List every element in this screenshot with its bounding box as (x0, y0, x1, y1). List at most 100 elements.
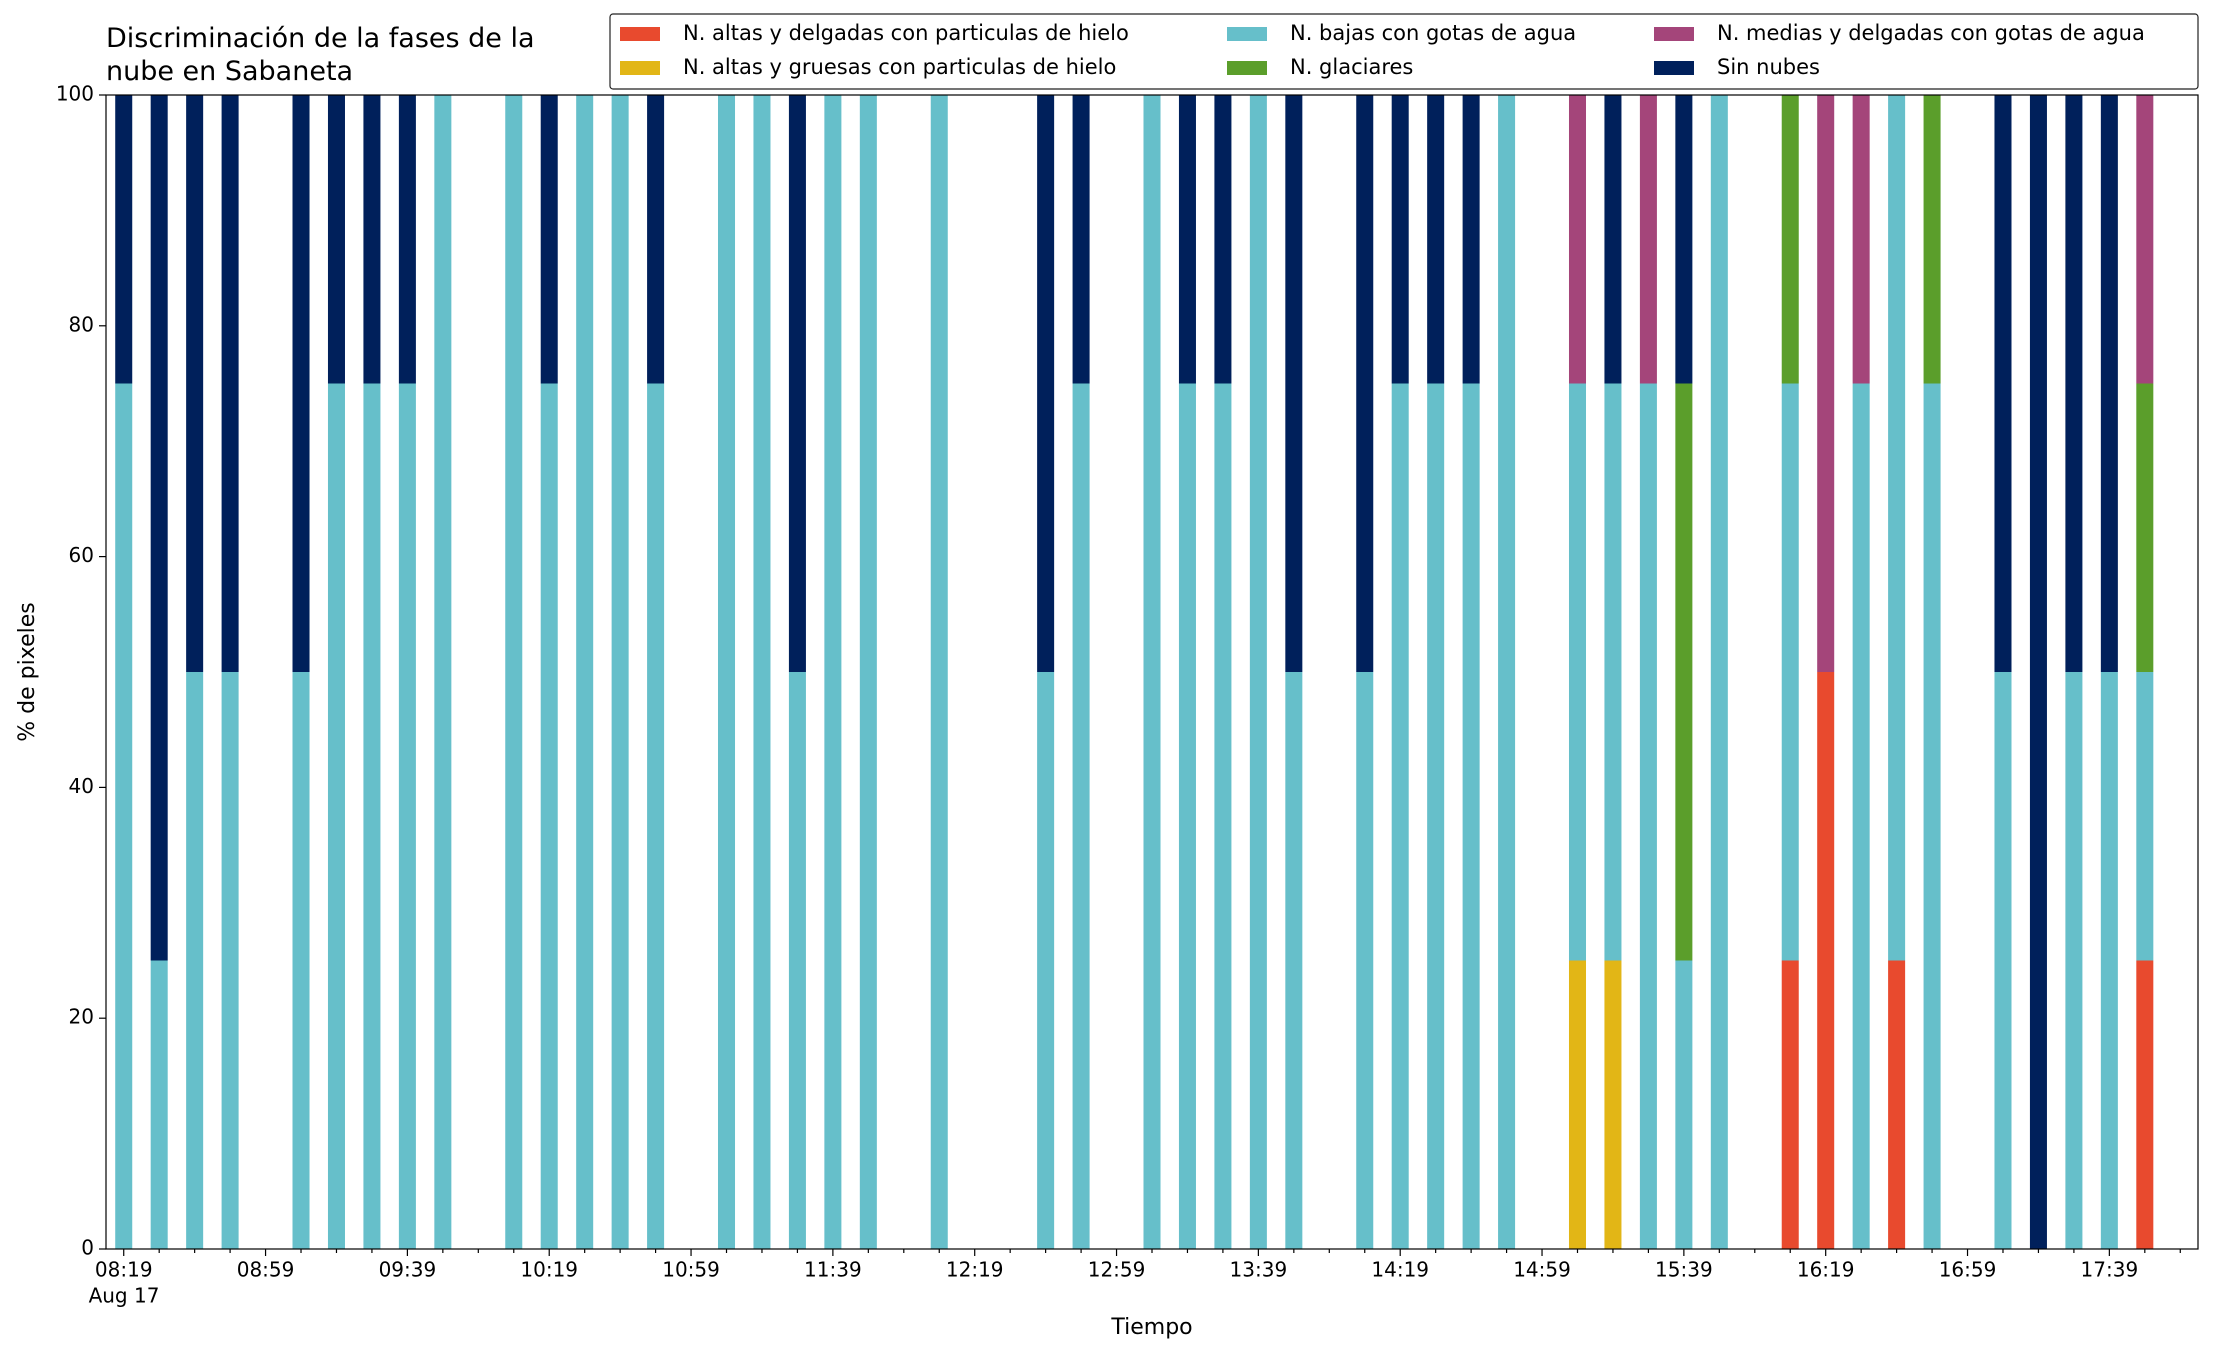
x-tick-label: 16:59 (1939, 1258, 1997, 1282)
bar-segment (1391, 95, 1409, 384)
bar-segment (1639, 95, 1657, 384)
bar-segment (1923, 95, 1941, 384)
bar-segment (1568, 383, 1587, 961)
bar-segment (2136, 672, 2154, 961)
bar-segment (434, 95, 452, 1249)
bar-segment (2136, 95, 2154, 384)
bar-segment (1568, 95, 1587, 384)
bar-segment (150, 960, 168, 1249)
bar-segment (753, 95, 771, 1249)
bar-segment (1285, 95, 1303, 672)
bar-segment (221, 95, 239, 672)
bar-segment (327, 95, 345, 384)
bar-segment (221, 672, 239, 1249)
x-tick-label: 12:59 (1088, 1258, 1146, 1282)
bar-segment (1781, 960, 1799, 1249)
bar-segment (1498, 95, 1516, 1249)
bar-segment (1143, 95, 1161, 1249)
bar-segment (1923, 383, 1941, 1249)
bar-segment (930, 95, 948, 1249)
x-tick-label: 08:59 (237, 1258, 295, 1282)
bar-segment (1710, 95, 1728, 1249)
legend-label: N. glaciares (1290, 55, 1413, 79)
x-tick-label: 10:19 (520, 1258, 578, 1282)
bar-segment (115, 383, 133, 1249)
bar-segment (363, 95, 381, 384)
plot-frame (105, 94, 2199, 1250)
legend-swatch (1227, 27, 1267, 41)
bar-segment (1391, 383, 1409, 1249)
bar-segment (1639, 383, 1657, 1249)
legend-swatch (620, 61, 660, 75)
bar-segment (1675, 960, 1693, 1249)
y-tick-label: 40 (69, 774, 94, 798)
bar-segment (540, 383, 558, 1249)
bar-segment (115, 95, 133, 384)
x-sub-label: Aug 17 (89, 1284, 160, 1308)
bar-segment (292, 95, 310, 672)
y-tick-label: 60 (69, 543, 94, 567)
bar-segment (186, 672, 204, 1249)
bar-segment (1072, 95, 1090, 384)
bar-segment (540, 95, 558, 384)
bar-segment (292, 672, 310, 1249)
bar-segment (1888, 95, 1906, 961)
bar-segment (2065, 672, 2083, 1249)
bar-segment (150, 95, 168, 961)
bar-segment (647, 95, 665, 384)
bar-segment (1568, 960, 1587, 1249)
y-tick-label: 80 (69, 312, 94, 336)
x-tick-label: 13:39 (1230, 1258, 1288, 1282)
bar-segment (1781, 95, 1799, 384)
bar-segment (186, 95, 204, 672)
bar-segment (505, 95, 523, 1249)
bar-segment (398, 95, 416, 384)
x-tick-label: 14:59 (1513, 1258, 1571, 1282)
bar-segment (611, 95, 629, 1249)
legend-swatch (1654, 61, 1694, 75)
x-tick-label: 14:19 (1371, 1258, 1429, 1282)
bar-segment (363, 383, 381, 1249)
bar-segment (1178, 383, 1196, 1249)
bar-segment (824, 95, 842, 1249)
bar-segment (327, 383, 345, 1249)
bar-segment (1037, 672, 1055, 1249)
legend-swatch (1654, 27, 1694, 41)
bar-segment (2136, 383, 2154, 672)
x-axis-label: Tiempo (1110, 1315, 1192, 1340)
legend-label: N. altas y delgadas con particulas de hi… (683, 21, 1129, 45)
bar-segment (647, 383, 665, 1249)
bar-segment (1675, 383, 1693, 961)
bar-segment (1852, 95, 1870, 384)
bar-segment (1462, 95, 1480, 384)
bar-segment (859, 95, 877, 1249)
bar-segment (1037, 95, 1055, 672)
bar-segment (1888, 960, 1906, 1249)
bar-segment (717, 95, 736, 1249)
legend-label: Sin nubes (1717, 55, 1820, 79)
x-tick-label: 17:39 (2081, 1258, 2139, 1282)
x-tick-label: 11:39 (804, 1258, 862, 1282)
legend-swatch (620, 27, 660, 41)
bar-segment (1356, 95, 1374, 672)
legend-swatch (1227, 61, 1267, 75)
x-tick-label: 09:39 (379, 1258, 437, 1282)
bar-segment (1427, 95, 1445, 384)
bar-segment (1604, 960, 1622, 1249)
bar-segment (1072, 383, 1090, 1249)
chart-title: Discriminación de la fases de la nube en… (106, 23, 535, 87)
bar-segment (1994, 95, 2012, 672)
legend-label: N. bajas con gotas de agua (1290, 21, 1576, 45)
legend-frame (609, 13, 2199, 90)
x-tick-label: 08:19 (95, 1258, 153, 1282)
bar-segment (1604, 95, 1622, 384)
y-tick-label: 100 (56, 82, 94, 106)
legend: N. altas y delgadas con particulas de hi… (609, 13, 2199, 90)
y-tick-label: 0 (81, 1236, 94, 1260)
bar-segment (1214, 383, 1232, 1249)
legend-label: N. medias y delgadas con gotas de agua (1717, 21, 2145, 45)
bar-segment (1462, 383, 1480, 1249)
bar-segment (1285, 672, 1303, 1249)
bar-segment (1356, 672, 1374, 1249)
